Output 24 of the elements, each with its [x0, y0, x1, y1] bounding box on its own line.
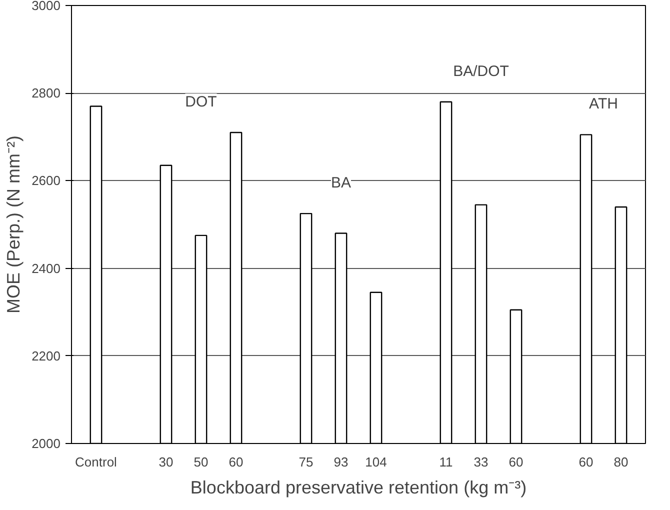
x-tick-label: 60: [228, 454, 244, 470]
x-tick-label: 60: [578, 454, 594, 470]
annotation: ATH: [589, 96, 618, 113]
annotation: DOT: [185, 94, 217, 111]
y-tick-label: 2000: [32, 436, 60, 451]
y-axis-title: MOE (Perp.) (N mm⁻²): [4, 136, 24, 314]
x-axis-title: Blockboard preservative retention (kg m⁻³): [190, 478, 527, 498]
y-tick-label: 3000: [32, 0, 60, 13]
x-tick-label: Control: [75, 454, 118, 470]
x-tick-label: 75: [298, 454, 314, 470]
x-tick-label: 11: [439, 454, 453, 470]
annotation: BA/DOT: [453, 62, 509, 80]
x-tick-label: 104: [365, 454, 387, 470]
y-tick-label: 2200: [32, 348, 60, 364]
x-tick-label: 30: [158, 454, 174, 470]
x-tick-label: 50: [194, 454, 208, 470]
y-tick-label: 2800: [32, 86, 60, 101]
x-tick-label: 93: [334, 454, 348, 470]
annotation: BA: [330, 174, 352, 192]
x-tick-label: 80: [614, 454, 628, 470]
y-tick-label: 2400: [32, 260, 60, 276]
y-tick-label: 2600: [32, 173, 60, 188]
x-tick-label: 60: [508, 454, 524, 470]
x-tick-label: 33: [474, 454, 488, 470]
